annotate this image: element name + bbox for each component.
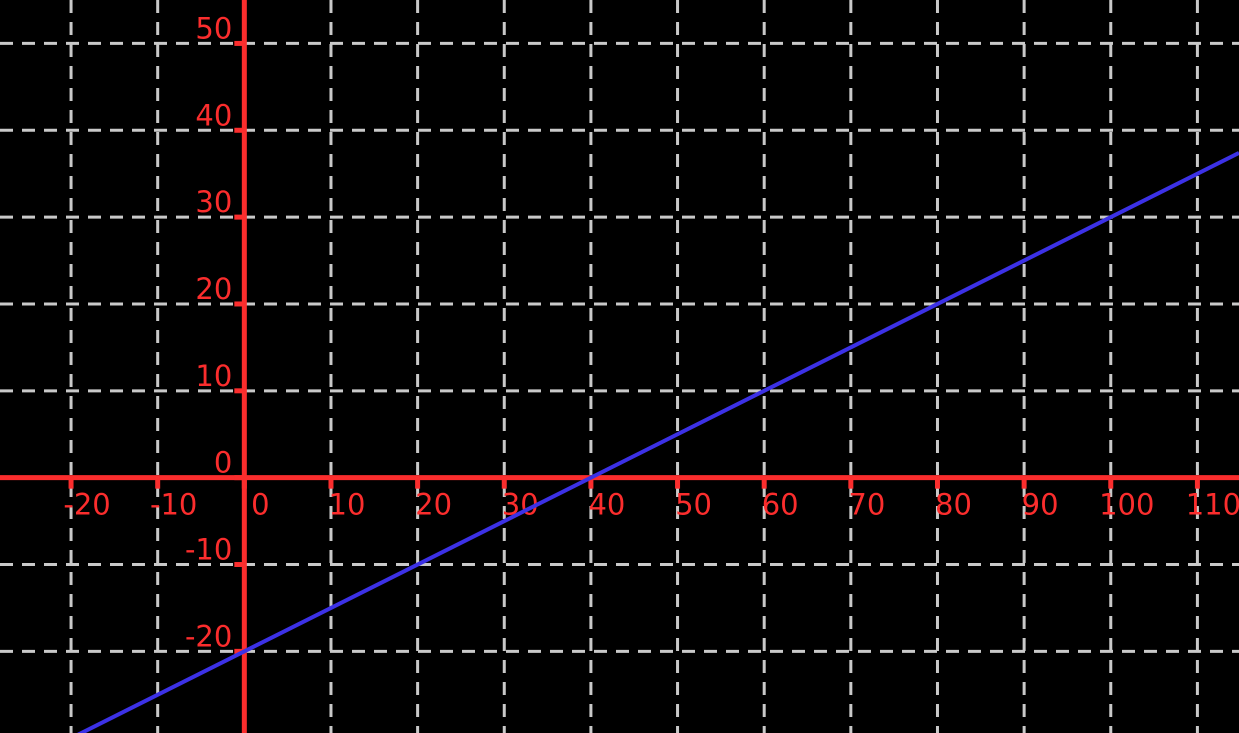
x-tick-label: 40	[588, 488, 625, 522]
y-tick-label: 40	[195, 98, 232, 132]
plotted-line	[76, 151, 1239, 733]
y-tick-label: 50	[195, 11, 232, 45]
x-tick-label: 70	[848, 488, 885, 522]
y-tick-label: 10	[195, 359, 232, 393]
y-tick-label: -10	[185, 533, 232, 567]
x-tick-label: 60	[762, 488, 799, 522]
x-tick-label: 30	[502, 488, 539, 522]
x-tick-label: 80	[935, 488, 972, 522]
y-tick-label: 20	[195, 272, 232, 306]
x-tick-label: 0	[251, 488, 269, 522]
x-tick-label: -20	[63, 488, 110, 522]
y-tick-label: 30	[195, 185, 232, 219]
x-tick-label: 10	[329, 488, 366, 522]
y-tick-label: -20	[185, 619, 232, 653]
y-tick-label: 0	[214, 446, 232, 480]
x-tick-label: -10	[150, 488, 197, 522]
x-tick-label: 110	[1186, 488, 1239, 522]
x-tick-label: 100	[1099, 488, 1154, 522]
x-tick-label: 20	[415, 488, 452, 522]
x-tick-label: 90	[1022, 488, 1059, 522]
x-tick-label: 50	[675, 488, 712, 522]
